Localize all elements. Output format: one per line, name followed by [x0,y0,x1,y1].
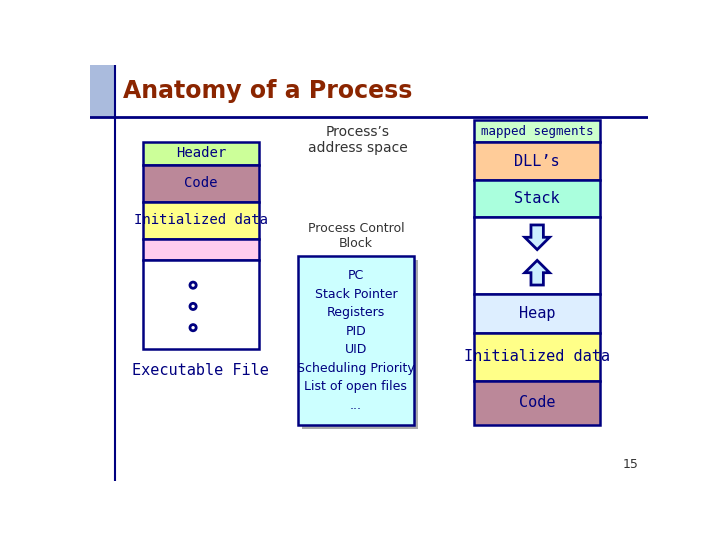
Bar [474,142,600,180]
Polygon shape [525,260,549,285]
Text: Initialized data: Initialized data [134,213,268,227]
Text: Anatomy of a Process: Anatomy of a Process [122,79,412,103]
Bar [474,333,600,381]
Text: Initialized data: Initialized data [464,349,610,364]
Text: Code: Code [184,177,217,191]
Bar [90,65,114,117]
Bar [474,294,600,333]
Bar [143,165,259,202]
Bar [143,260,259,349]
Text: mapped segments: mapped segments [481,125,593,138]
Text: PC
Stack Pointer
Registers
PID
UID
Scheduling Priority
List of open files
...: PC Stack Pointer Registers PID UID Sched… [297,269,415,411]
Text: Process Control
Block: Process Control Block [307,221,404,249]
Bar [474,217,600,294]
Text: Stack: Stack [514,191,560,206]
Bar [143,142,259,165]
Bar [143,239,259,260]
Text: 15: 15 [623,458,639,471]
Bar [143,202,259,239]
Text: Process’s
address space: Process’s address space [307,125,408,155]
Bar [302,260,418,429]
Polygon shape [525,225,549,249]
Bar [474,120,600,142]
Text: Executable File: Executable File [132,363,269,378]
Text: Heap: Heap [519,306,555,321]
Text: Header: Header [176,146,226,160]
Bar [297,256,414,425]
Bar [474,381,600,425]
Text: Code: Code [519,395,555,410]
Text: DLL’s: DLL’s [514,153,560,168]
Bar [474,180,600,217]
